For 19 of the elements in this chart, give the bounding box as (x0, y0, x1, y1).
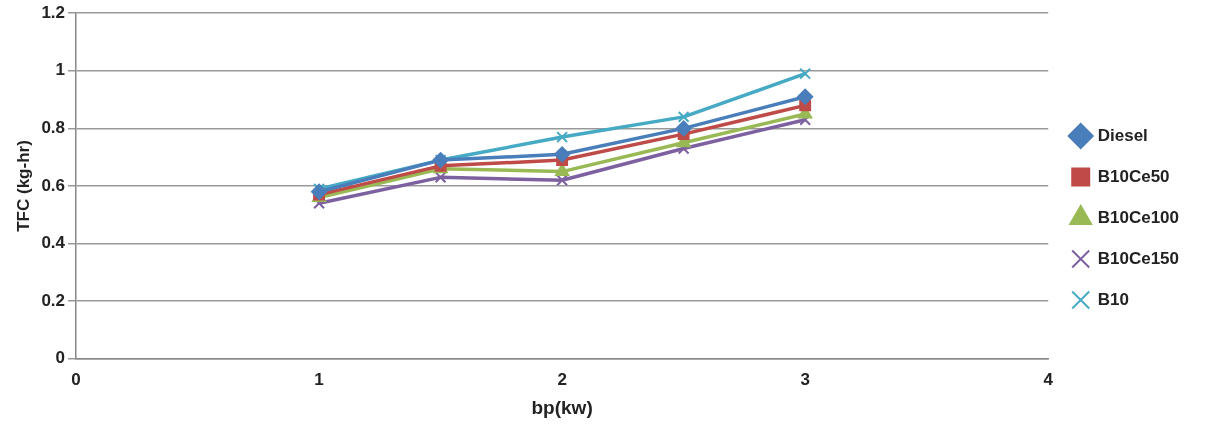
x-tick-label: 3 (800, 369, 810, 389)
legend-label: Diesel (1097, 125, 1148, 145)
y-tick-label: 0.6 (41, 175, 66, 195)
legend-label: B10 (1097, 289, 1129, 309)
legend-label: B10Ce150 (1097, 248, 1179, 268)
x-tick-label: 1 (314, 369, 324, 389)
x-tick-label: 0 (71, 369, 81, 389)
x-tick-label: 4 (1043, 369, 1054, 389)
y-tick-label: 0 (55, 348, 66, 368)
y-tick-label: 0.4 (41, 233, 66, 253)
legend-label: B10Ce50 (1097, 166, 1170, 186)
x-axis-title: bp(kw) (531, 396, 593, 418)
y-tick-label: 1 (55, 60, 66, 80)
y-tick-label: 0.2 (41, 290, 66, 310)
x-tick-label: 2 (557, 369, 567, 389)
y-tick-label: 0.8 (41, 118, 66, 138)
legend-label: B10Ce100 (1097, 207, 1179, 227)
y-axis-title: TFC (kg-hr) (13, 140, 33, 232)
y-tick-label: 1.2 (41, 2, 66, 22)
